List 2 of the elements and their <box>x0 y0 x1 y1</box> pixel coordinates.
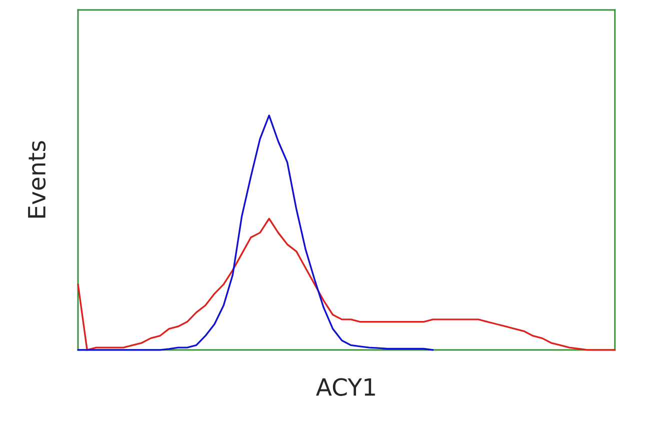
y-axis-title: Events <box>28 141 46 218</box>
x-axis-title: ACY1 <box>316 378 375 396</box>
